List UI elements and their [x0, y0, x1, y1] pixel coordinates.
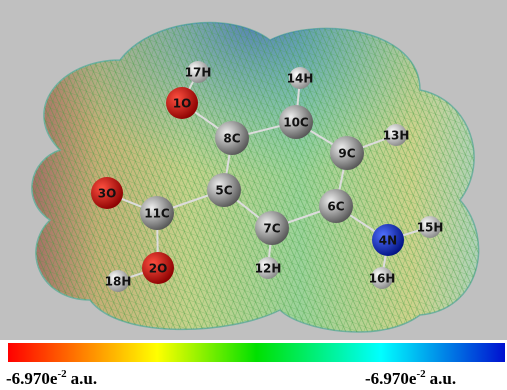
atom-label: 10C — [283, 116, 309, 130]
scale-min-label: -6.970e-2 a.u. — [6, 368, 97, 388]
mantissa: -6.970e — [6, 369, 58, 388]
unit: a.u. — [71, 369, 97, 388]
potential-surface — [32, 23, 479, 332]
atom-label: 17H — [185, 66, 212, 80]
atom-label: 14H — [287, 72, 314, 86]
scale-max-label: -6.970e-2 a.u. — [365, 368, 456, 388]
exponent: -2 — [57, 368, 67, 380]
atom-label: 4N — [379, 234, 397, 248]
atom-label: 7C — [263, 222, 280, 236]
figure: 17H 1O 14H 10C 8C 9C 13H 3O 11C 5C 6C 15H 4N 7C 12H 2O 1… — [0, 0, 507, 390]
color-scale-bar — [8, 343, 505, 362]
unit: a.u. — [430, 369, 456, 388]
atom-label: 6C — [327, 200, 344, 214]
atom-label: 16H — [369, 272, 396, 286]
atom-label: 12H — [255, 262, 282, 276]
atom-label: 11C — [144, 207, 170, 221]
atom-label: 9C — [338, 147, 355, 161]
atom-label: 2O — [149, 262, 168, 276]
atom-label: 3O — [98, 187, 117, 201]
atom-label: 18H — [105, 275, 132, 289]
atom-label: 1O — [173, 97, 192, 111]
atom-label: 8C — [223, 132, 240, 146]
atom-label: 15H — [417, 221, 444, 235]
exponent: -2 — [416, 368, 426, 380]
mantissa: -6.970e — [365, 369, 417, 388]
atom-label: 5C — [215, 184, 232, 198]
atom-label: 13H — [383, 129, 410, 143]
